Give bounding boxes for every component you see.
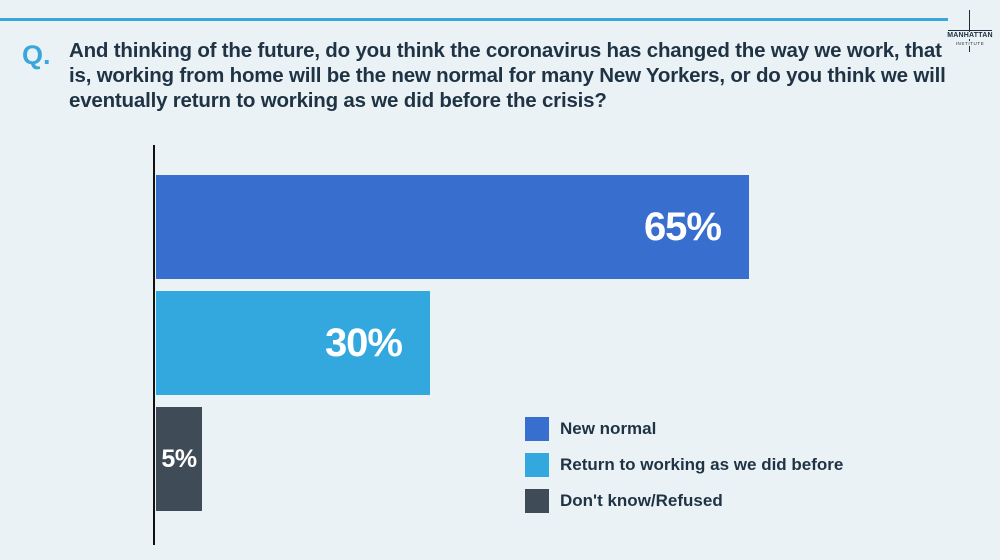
legend-item-return-to-before: Return to working as we did before <box>525 453 843 477</box>
legend-swatch <box>525 417 549 441</box>
bar-value-label: 30% <box>324 320 403 365</box>
bar-dont-know: 5% <box>156 407 202 511</box>
legend-swatch <box>525 453 549 477</box>
legend-item-new-normal: New normal <box>525 417 843 441</box>
chart-legend: New normal Return to working as we did be… <box>525 417 843 525</box>
legend-label: Return to working as we did before <box>560 455 844 474</box>
bar-value-label: 5% <box>161 444 197 473</box>
bar-value-label: 65% <box>643 204 722 249</box>
question-marker: Q. <box>22 40 51 70</box>
legend-item-dont-know: Don't know/Refused <box>525 489 843 513</box>
chart-axis <box>153 145 155 545</box>
logo-subtitle: INSTITUTE <box>944 41 996 46</box>
header-rule <box>0 18 948 21</box>
legend-label: New normal <box>560 419 657 438</box>
legend-label: Don't know/Refused <box>560 491 723 510</box>
logo-wordmark: MANHATTAN <box>944 32 996 39</box>
question-text: And thinking of the future, do you think… <box>69 39 946 112</box>
bar-return-to-before: 30% <box>156 291 430 395</box>
bar-new-normal: 65% <box>156 175 749 279</box>
manhattan-institute-logo: MANHATTAN INSTITUTE <box>944 10 996 56</box>
legend-swatch <box>525 489 549 513</box>
